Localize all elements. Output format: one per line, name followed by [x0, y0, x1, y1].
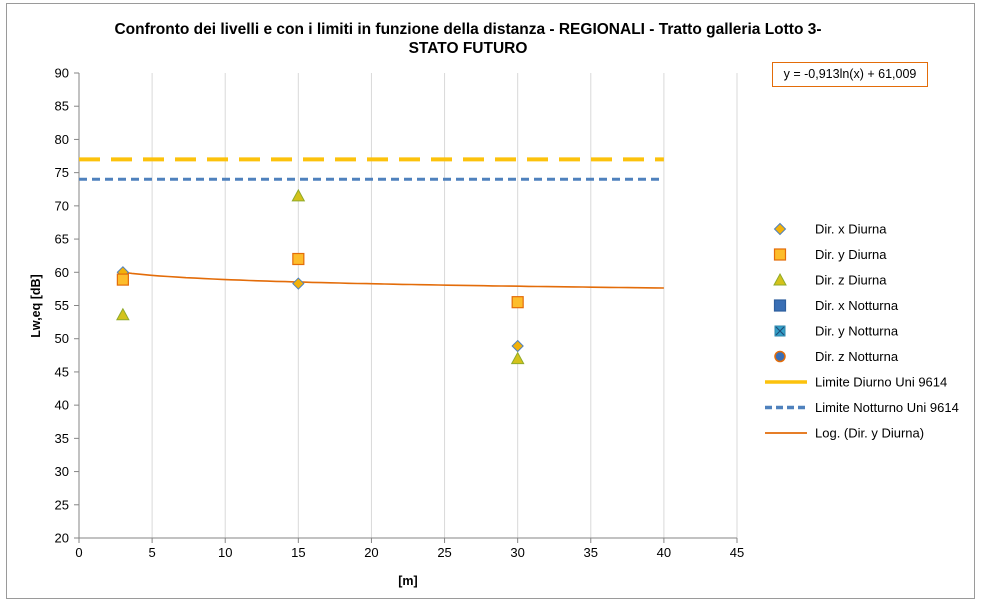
x-tick-label: 0 [75, 545, 82, 560]
y-tick-label: 40 [55, 398, 69, 413]
y-tick-label: 25 [55, 497, 69, 512]
legend-swatch-triangle [773, 272, 787, 286]
chart-area [6, 3, 975, 599]
chart-title-line-2: STATO FUTURO [409, 40, 528, 57]
y-axis-title: Lw,eq [dB] [29, 274, 43, 337]
y-tick-label: 60 [55, 265, 69, 280]
y-tick-label: 55 [55, 298, 69, 313]
chart-title-line-1: Confronto dei livelli e con i limiti in … [114, 21, 821, 38]
x-tick-label: 35 [584, 545, 598, 560]
legend-swatch-circle [774, 350, 786, 363]
x-tick-label: 15 [291, 545, 305, 560]
x-tick-label: 20 [364, 545, 378, 560]
x-tick-label: 45 [730, 545, 744, 560]
data-point-square [511, 296, 524, 309]
x-tick-label: 25 [437, 545, 451, 560]
y-tick-label: 70 [55, 198, 69, 213]
y-tick-label: 90 [55, 66, 69, 81]
y-tick-label: 85 [55, 99, 69, 114]
x-tick-label: 30 [510, 545, 524, 560]
legend-label: Dir. z Notturna [815, 349, 899, 364]
legend-label: Dir. y Diurna [815, 247, 887, 262]
data-point-triangle [510, 351, 525, 365]
legend-label: Limite Notturno Uni 9614 [815, 400, 959, 415]
trendline-equation: y = -0,913ln(x) + 61,009 [772, 62, 928, 87]
x-tick-label: 10 [218, 545, 232, 560]
data-point-triangle [291, 188, 306, 202]
legend-label: Log. (Dir. y Diurna) [815, 426, 924, 441]
y-tick-label: 45 [55, 364, 69, 379]
x-tick-label: 40 [657, 545, 671, 560]
x-axis-title: [m] [398, 574, 417, 588]
legend-swatch-x-square-cross [775, 326, 785, 336]
y-tick-label: 20 [55, 531, 69, 546]
x-tick-label: 5 [148, 545, 155, 560]
legend-swatch-square [773, 299, 787, 312]
data-point-square [116, 273, 129, 286]
legend-label: Limite Diurno Uni 9614 [815, 375, 947, 390]
legend-label: Dir. z Diurna [815, 273, 887, 288]
legend-swatch-square [773, 248, 787, 261]
y-tick-label: 80 [55, 132, 69, 147]
trendline-log [122, 271, 664, 289]
data-point-diamond [292, 277, 305, 290]
data-point-square [292, 252, 305, 266]
y-tick-label: 75 [55, 165, 69, 180]
y-tick-label: 35 [55, 431, 69, 446]
y-tick-label: 50 [55, 331, 69, 346]
legend-swatch-diamond [773, 222, 787, 236]
legend-label: Dir. x Diurna [815, 222, 887, 237]
legend-label: Dir. y Notturna [815, 324, 899, 339]
y-tick-label: 30 [55, 464, 69, 479]
data-point-diamond [511, 339, 524, 353]
data-point-triangle [116, 307, 130, 321]
legend-label: Dir. x Notturna [815, 298, 899, 313]
y-tick-label: 65 [55, 232, 69, 247]
